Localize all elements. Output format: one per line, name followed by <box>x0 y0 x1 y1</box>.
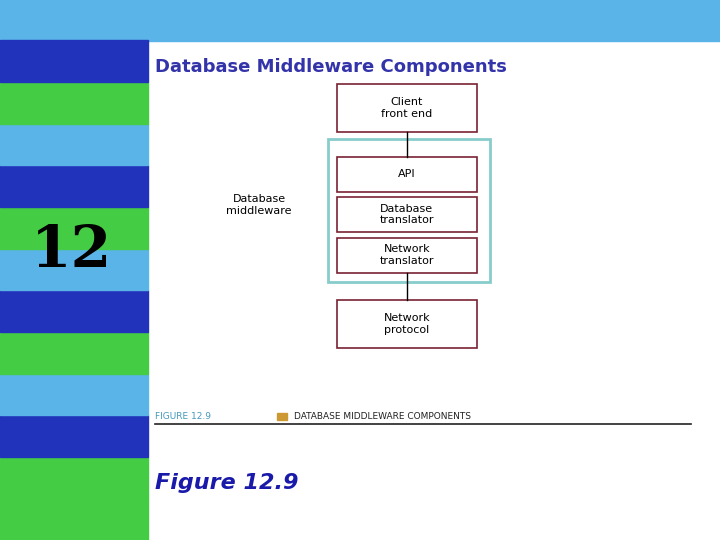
Text: Network
protocol: Network protocol <box>384 313 430 335</box>
Bar <box>336 197 477 232</box>
Bar <box>0 332 148 374</box>
Text: Client
front end: Client front end <box>381 97 433 119</box>
Bar <box>0 291 148 332</box>
Bar <box>0 82 148 124</box>
Bar <box>0 457 148 498</box>
Bar <box>0 207 148 248</box>
Bar <box>0 374 148 415</box>
Bar <box>336 84 477 132</box>
Bar <box>328 139 490 282</box>
Text: DATABASE MIDDLEWARE COMPONENTS: DATABASE MIDDLEWARE COMPONENTS <box>294 412 471 421</box>
Text: API: API <box>398 169 415 179</box>
Bar <box>0 0 720 40</box>
Text: Database Middleware Components: Database Middleware Components <box>155 58 507 77</box>
Text: Database
translator: Database translator <box>379 204 434 226</box>
Bar <box>0 415 148 457</box>
Bar <box>0 165 148 207</box>
Bar <box>0 498 148 540</box>
Text: FIGURE 12.9: FIGURE 12.9 <box>155 412 211 421</box>
Bar <box>336 157 477 192</box>
Bar <box>0 40 148 82</box>
Bar <box>336 300 477 348</box>
Text: Database
middleware: Database middleware <box>227 194 292 216</box>
Bar <box>336 238 477 273</box>
Bar <box>0 248 148 291</box>
Text: Network
translator: Network translator <box>379 244 434 266</box>
Bar <box>277 413 287 420</box>
Text: 12: 12 <box>32 223 112 279</box>
Text: Figure 12.9: Figure 12.9 <box>155 473 298 494</box>
Bar <box>0 124 148 165</box>
